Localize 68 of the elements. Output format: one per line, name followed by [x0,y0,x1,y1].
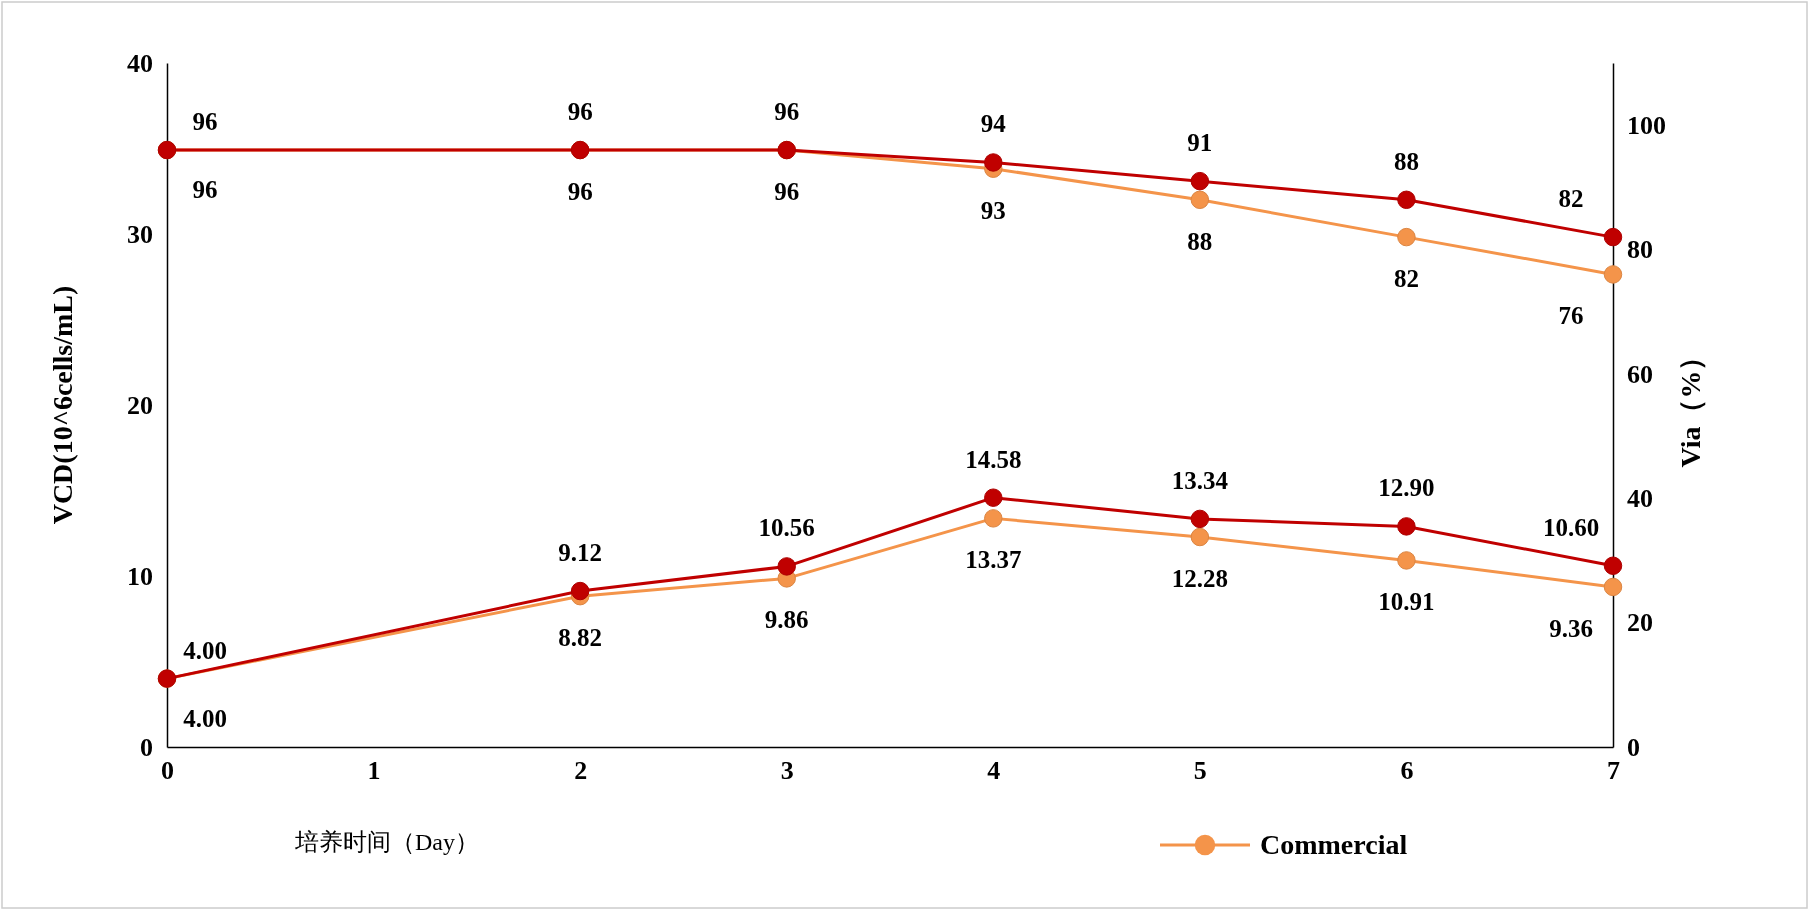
x-tick-label: 4 [987,756,1001,786]
x-tick-label: 2 [574,756,588,786]
y2-tick-label: 0 [1627,732,1640,762]
data-label: 96 [192,176,218,204]
data-label: 96 [567,98,593,126]
point [1190,190,1210,210]
x-tick-label: 7 [1607,756,1620,786]
data-label: 96 [774,178,800,206]
data-label: 12.28 [1171,565,1228,593]
data-label: 88 [1187,227,1213,255]
point [1397,227,1416,247]
data-label: 9.86 [764,606,809,634]
y-tick-label: 0 [140,732,153,762]
data-label: 76 [1558,302,1584,330]
y-tick-label: 30 [127,219,153,249]
point [1397,190,1416,210]
data-label: 82 [1558,185,1584,213]
data-label: 82 [1393,265,1419,293]
x-tick-label: 6 [1400,756,1414,786]
point [1603,265,1623,284]
data-label: 13.37 [965,546,1022,574]
data-label: 10.56 [758,514,815,542]
y2-tick-label: 40 [1627,484,1653,514]
point [1603,556,1623,575]
data-label: 9.12 [558,539,603,567]
data-label: 10.91 [1378,588,1435,616]
data-label: 93 [980,196,1006,224]
y2-tick-label: 100 [1627,111,1666,140]
x-tick-label: 1 [367,756,381,786]
data-label: 91 [1187,129,1213,157]
y2-tick-label: 60 [1627,359,1653,389]
y-tick-label: 40 [127,48,153,78]
point [1190,171,1210,191]
point [777,557,796,576]
point [1603,577,1623,597]
y-tick-label: 10 [127,561,153,591]
data-label: 13.34 [1171,466,1229,494]
data-label: 94 [980,110,1007,138]
point [1397,551,1416,570]
data-label: 12.90 [1378,474,1435,502]
data-label: 96 [192,108,218,136]
data-label: 10.60 [1542,513,1600,541]
x-tick-label: 5 [1193,756,1207,786]
data-label: 14.58 [965,445,1022,473]
x-axis-title: 培养时间（Day） [294,829,479,855]
data-label: 96 [774,98,800,126]
data-label: 4.00 [183,704,227,732]
data-label: 88 [1393,147,1419,175]
data-label: 96 [567,178,593,206]
y2-tick-label: 80 [1627,235,1653,265]
data-label: 4.00 [183,636,227,664]
point [984,509,1003,528]
y-axis-title: VCD(10^6cells/mL) [47,285,78,525]
y-tick-label: 20 [127,390,153,420]
x-tick-label: 3 [780,756,794,786]
point [1190,527,1210,547]
data-label: 9.36 [1549,614,1593,642]
y2-axis-title: Via（%） [1675,342,1706,468]
point [1397,517,1416,536]
point [1190,509,1210,529]
data-label: 8.82 [558,624,603,652]
point [984,488,1003,507]
point [570,581,590,601]
legend-label: Commercial [1260,829,1408,860]
point [1603,227,1623,247]
point [984,153,1003,172]
x-tick-label: 0 [161,756,174,786]
y2-tick-label: 20 [1627,608,1653,638]
